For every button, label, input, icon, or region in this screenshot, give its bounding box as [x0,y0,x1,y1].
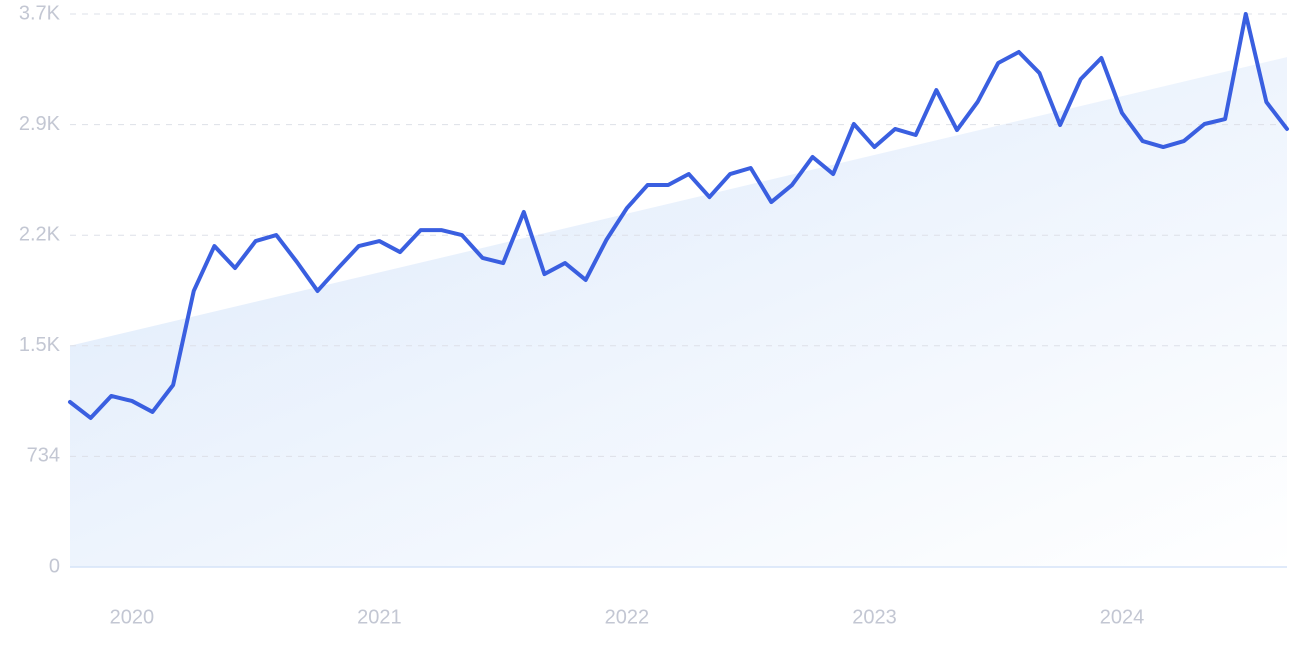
y-tick-label: 0 [49,555,60,577]
y-tick-label: 2.2K [19,223,61,245]
data-line [68,12,1289,420]
y-tick-label: 1.5K [19,334,61,356]
x-tick-label: 2020 [110,606,155,628]
trend-area [70,57,1287,568]
x-tick-label: 2023 [852,606,897,628]
x-tick-label: 2024 [1100,606,1145,628]
y-tick-label: 2.9K [19,113,61,135]
x-tick-label: 2021 [357,606,402,628]
y-tick-label: 3.7K [19,2,61,24]
x-tick-label: 2022 [605,606,650,628]
y-tick-label: 734 [27,445,60,467]
